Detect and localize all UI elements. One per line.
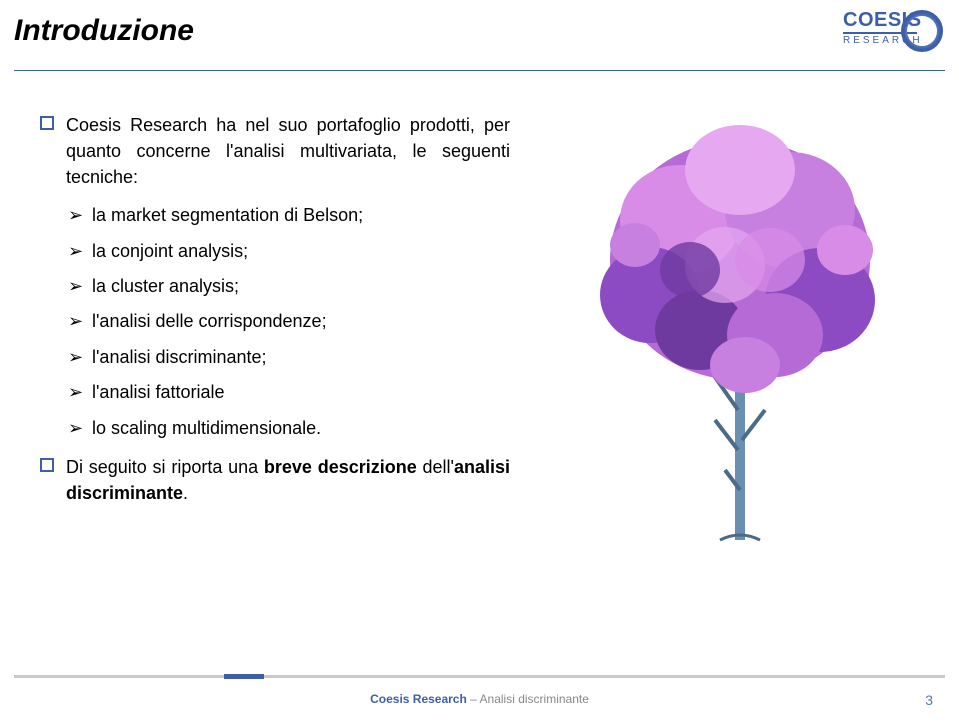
arrow-bullet-icon: ➢ (68, 240, 86, 263)
logo-swirl-icon (901, 10, 943, 52)
brand-logo: COESIS RESEARCH (843, 10, 943, 60)
footer-sep: – (467, 692, 480, 706)
sublist-text: lo scaling multidimensionale. (92, 417, 321, 440)
bullet-item: Coesis Research ha nel suo portafoglio p… (40, 112, 510, 190)
bullet-text-part: Di seguito si riporta una (66, 457, 264, 477)
arrow-bullet-icon: ➢ (68, 346, 86, 369)
arrow-bullet-icon: ➢ (68, 310, 86, 333)
sublist-text: l'analisi delle corrispondenze; (92, 310, 327, 333)
bullet-text-part: dell' (417, 457, 454, 477)
sublist-text: la cluster analysis; (92, 275, 239, 298)
arrow-bullet-icon: ➢ (68, 417, 86, 440)
sublist: ➢ la market segmentation di Belson; ➢ la co… (68, 204, 510, 440)
bullet-square-icon (40, 116, 54, 130)
sublist-item: ➢ lo scaling multidimensionale. (68, 417, 510, 440)
footer-brand: Coesis Research (370, 692, 467, 706)
page-title: Introduzione (14, 14, 194, 48)
footer-greybar (14, 675, 945, 678)
content-area: Coesis Research ha nel suo portafoglio p… (40, 112, 510, 520)
sublist-text: la market segmentation di Belson; (92, 204, 363, 227)
sublist-text: l'analisi fattoriale (92, 381, 225, 404)
sublist-item: ➢ la conjoint analysis; (68, 240, 510, 263)
bullet-item: Di seguito si riporta una breve descrizi… (40, 454, 510, 506)
sublist-item: ➢ l'analisi discriminante; (68, 346, 510, 369)
sublist-item: ➢ la market segmentation di Belson; (68, 204, 510, 227)
bullet-text: Coesis Research ha nel suo portafoglio p… (66, 112, 510, 190)
bullet-bold-part: breve descrizione (264, 457, 417, 477)
sublist-item: ➢ l'analisi fattoriale (68, 381, 510, 404)
arrow-bullet-icon: ➢ (68, 204, 86, 227)
footer-label: Analisi discriminante (480, 692, 589, 706)
footer-divider (14, 675, 945, 678)
sublist-text: l'analisi discriminante; (92, 346, 267, 369)
footer-text: Coesis Research – Analisi discriminante (0, 692, 959, 706)
footer-accentbar (224, 674, 264, 679)
arrow-bullet-icon: ➢ (68, 381, 86, 404)
sublist-text: la conjoint analysis; (92, 240, 248, 263)
title-divider (14, 70, 945, 71)
bullet-text-part: . (183, 483, 188, 503)
tree-illustration (560, 110, 920, 550)
sublist-item: ➢ l'analisi delle corrispondenze; (68, 310, 510, 333)
arrow-bullet-icon: ➢ (68, 275, 86, 298)
sublist-item: ➢ la cluster analysis; (68, 275, 510, 298)
page-number: 3 (925, 692, 933, 708)
bullet-square-icon (40, 458, 54, 472)
bullet-text: Di seguito si riporta una breve descrizi… (66, 454, 510, 506)
slide: Introduzione COESIS RESEARCH Coesis Rese… (0, 0, 959, 722)
tree-foliage-icon (600, 125, 875, 393)
